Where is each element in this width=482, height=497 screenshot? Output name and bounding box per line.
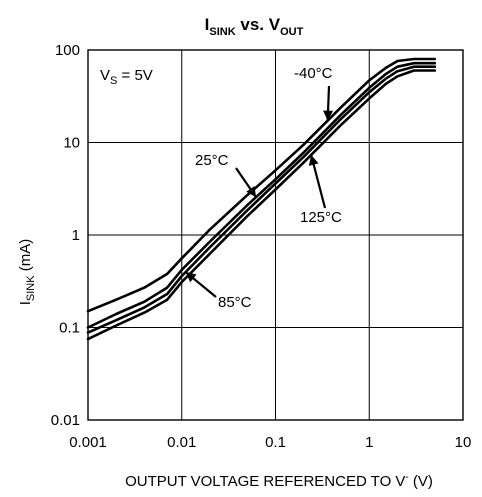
y-axis-label: ISINK (mA) xyxy=(17,239,37,306)
x-tick-label: 10 xyxy=(455,434,472,451)
y-tick-label: 0.1 xyxy=(59,320,80,337)
annotation-label: 125°C xyxy=(300,209,342,226)
series-curves xyxy=(86,57,437,341)
annotation-label: 25°C xyxy=(195,152,229,169)
y-tick-label: 1 xyxy=(72,227,80,244)
x-tick-label: 0.1 xyxy=(265,434,286,451)
y-tick-label: 0.01 xyxy=(51,412,80,429)
y-tick-label: 10 xyxy=(63,135,80,152)
grid-lines xyxy=(88,50,463,420)
annotation-arrowhead xyxy=(246,186,257,198)
curve-annotations: -40°C 25°C 125°C 85°C xyxy=(184,65,342,311)
x-tick-label: 0.001 xyxy=(69,434,107,451)
condition-label: VS = 5V xyxy=(100,67,153,87)
annotation-arrowhead xyxy=(185,272,197,283)
x-tick-label: 0.01 xyxy=(167,434,196,451)
series-line xyxy=(86,65,437,334)
annotation-arrowhead xyxy=(308,154,319,166)
chart-title-sub: SINK xyxy=(209,26,235,38)
series-line xyxy=(86,69,437,341)
series-line xyxy=(86,61,437,329)
y-tick-labels: 100 10 1 0.1 0.01 xyxy=(51,42,80,429)
y-tick-label: 100 xyxy=(55,42,80,59)
annotation-arrowhead xyxy=(323,110,334,121)
x-tick-label: 1 xyxy=(365,434,373,451)
chart-title: ISINK vs. VOUT xyxy=(205,15,304,38)
annotation-label: 85°C xyxy=(218,294,252,311)
annotation-label: -40°C xyxy=(294,65,333,82)
plot-frame xyxy=(87,49,464,421)
x-tick-labels: 0.001 0.01 0.1 1 10 xyxy=(69,434,471,451)
series-line xyxy=(86,57,437,313)
x-axis-label: OUTPUT VOLTAGE REFERENCED TO V- (V) xyxy=(125,472,433,490)
